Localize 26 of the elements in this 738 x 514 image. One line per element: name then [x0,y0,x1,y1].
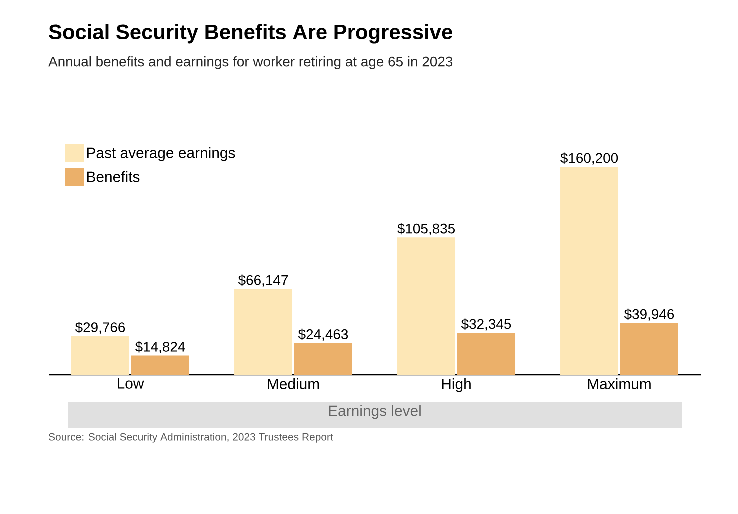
data-label: $29,766 [75,322,126,334]
bar [294,343,353,375]
data-label: $105,835 [398,223,456,236]
data-label: $39,946 [624,308,674,321]
bar [458,332,516,375]
data-label: $66,147 [238,274,288,287]
bar [560,167,619,375]
bar [620,323,679,375]
x-tick-label: Low [118,378,144,389]
source-note: Source: Social Security Administration, 2023 Trustees Report [48,433,334,443]
data-label: $160,200 [560,152,618,165]
chart-title: Social Security Benefits Are Progressive [49,24,452,44]
x-tick-label: Medium [268,378,320,390]
x-tick-label: Maximum [588,378,651,390]
data-label: $24,463 [298,328,348,342]
bar [132,356,190,375]
x-tick-label: High [442,378,471,392]
bar [398,238,456,375]
bar [234,289,293,375]
legend-label: Past average earnings [87,147,236,162]
chart-subtitle: Annual benefits and earnings for worker retiring at age 65 in 2023 [48,56,453,70]
x-axis-title: Earnings level [329,405,421,420]
bar [72,336,130,375]
data-label: $32,345 [461,318,512,331]
data-label: $14,824 [135,341,186,354]
legend-label: Benefits [87,171,140,182]
